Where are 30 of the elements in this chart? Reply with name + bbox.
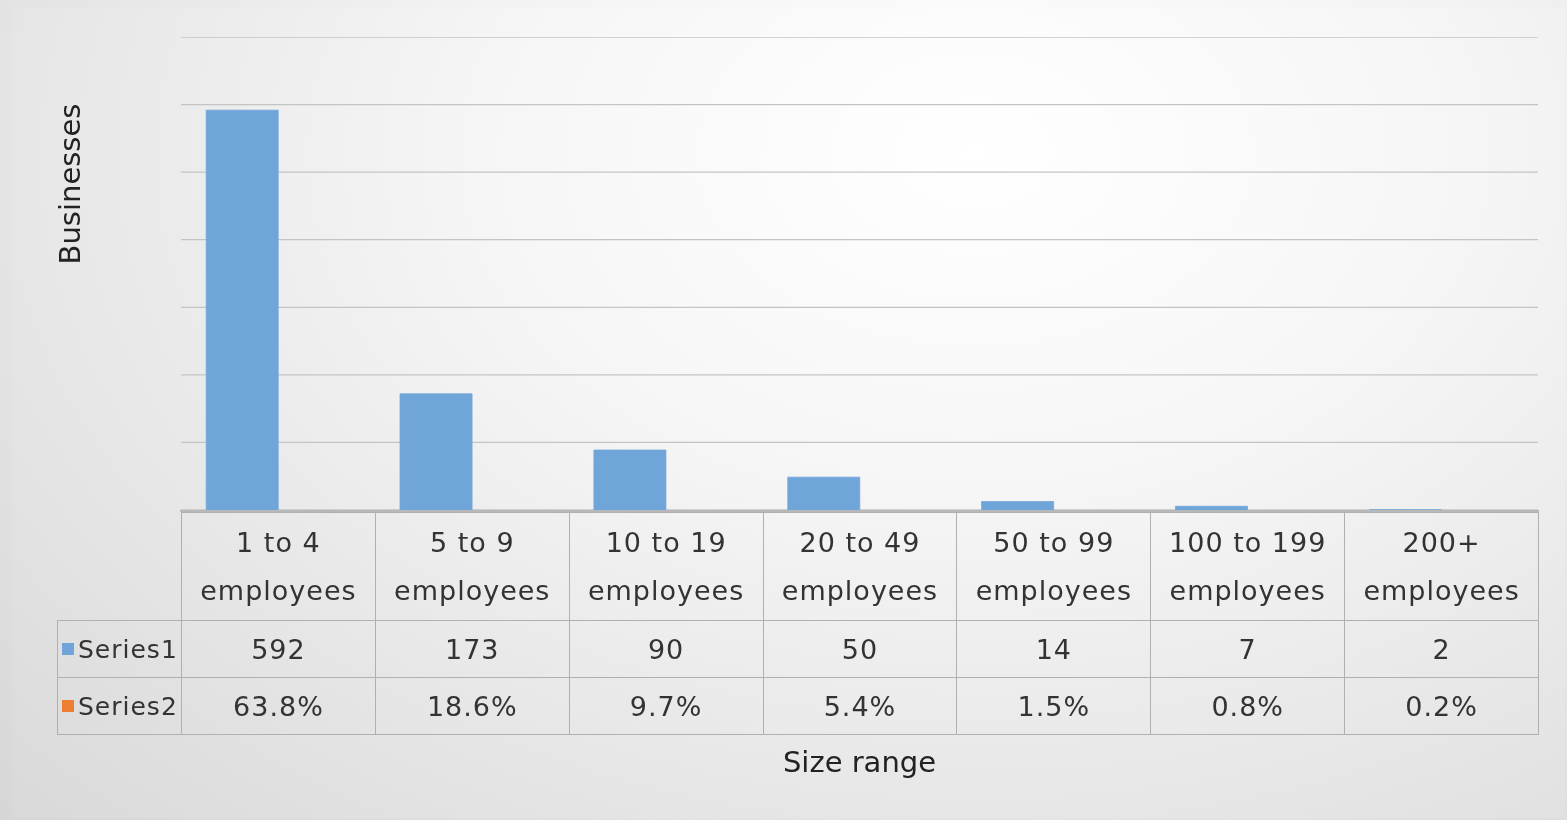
data-label: 90 xyxy=(568,620,764,678)
y-axis-title: Businesses xyxy=(53,103,87,264)
x-tick-label: 5 to 9 employees xyxy=(374,512,570,621)
data-label: 1.5% xyxy=(956,677,1152,735)
bar xyxy=(981,501,1055,511)
x-tick-label: 100 to 199 employees xyxy=(1150,512,1346,621)
x-tick-label: 1 to 4 employees xyxy=(181,512,376,621)
bar xyxy=(593,449,667,511)
data-label: 5.4% xyxy=(762,677,958,735)
data-label: 9.7% xyxy=(568,677,764,735)
data-label: 63.8% xyxy=(181,677,376,735)
x-axis-title: Size range xyxy=(781,745,938,779)
data-label: 2 xyxy=(1344,620,1539,678)
data-label: 50 xyxy=(762,620,958,678)
data-label: 7 xyxy=(1150,620,1346,678)
x-tick-label: 20 to 49 employees xyxy=(762,512,958,621)
data-label: 14 xyxy=(956,620,1152,678)
data-label: 0.8% xyxy=(1150,677,1346,735)
x-tick-label: 50 to 99 employees xyxy=(956,512,1152,621)
bar xyxy=(787,476,861,511)
x-tick-label: 10 to 19 employees xyxy=(568,512,764,621)
data-label: 173 xyxy=(374,620,570,678)
bar xyxy=(205,109,279,511)
x-tick-label: 200+ employees xyxy=(1344,512,1539,621)
bar xyxy=(399,393,473,511)
data-label: 592 xyxy=(181,620,376,678)
legend-label: Series2 xyxy=(78,691,178,721)
data-label: 18.6% xyxy=(374,677,570,735)
legend-label: Series1 xyxy=(78,634,178,664)
data-label: 0.2% xyxy=(1344,677,1539,735)
